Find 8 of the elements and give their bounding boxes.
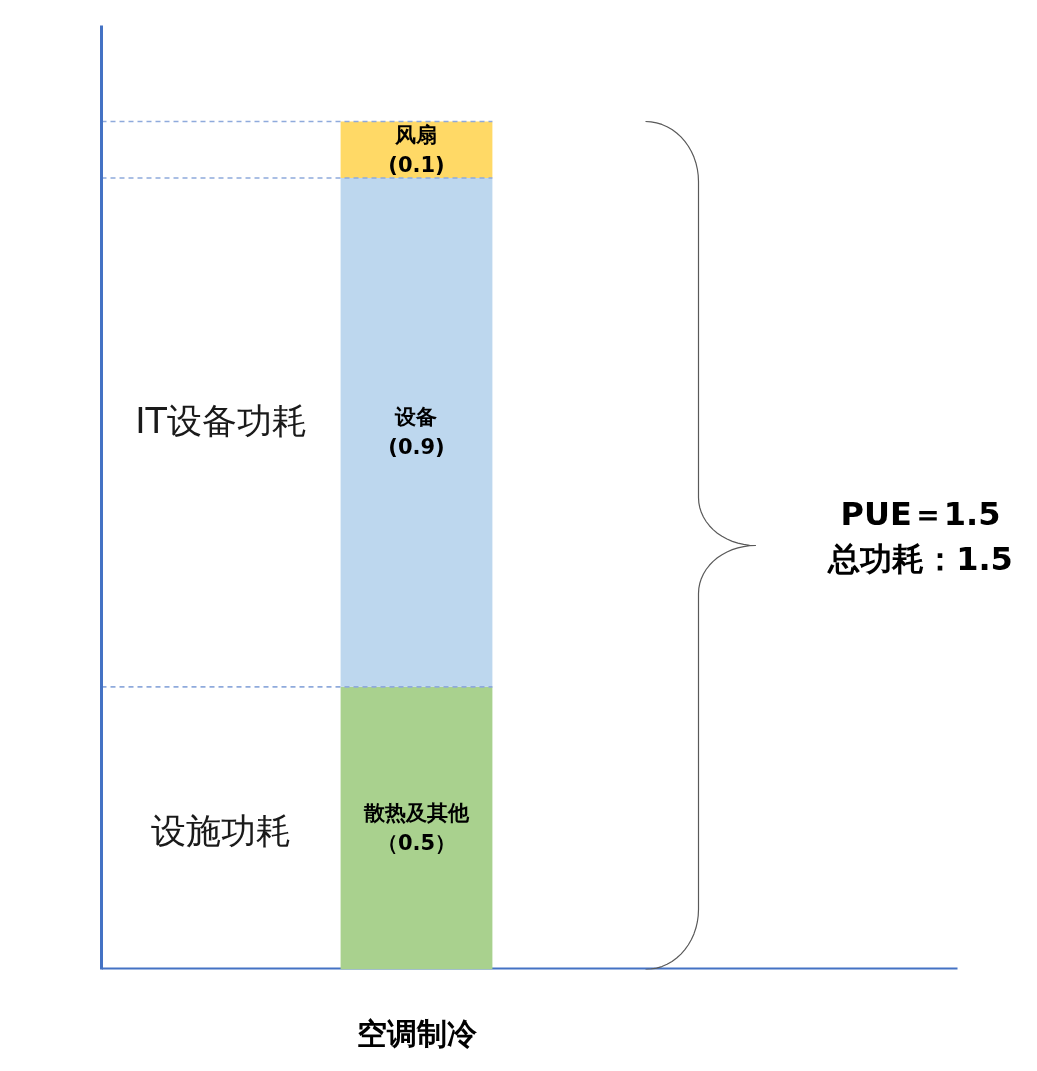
text: 设施功耗: [151, 810, 292, 851]
text: PUE＝1.5: [840, 494, 1001, 533]
data-label: 风扇(0.1): [388, 122, 445, 177]
text: IT设备功耗: [135, 400, 307, 441]
data-label: 设备(0.9): [388, 405, 445, 460]
data-label: 散热及其他（0.5）: [363, 801, 470, 856]
text: 总功耗：1.5: [827, 539, 1013, 578]
x-tick-label: 空调制冷: [356, 1015, 478, 1051]
